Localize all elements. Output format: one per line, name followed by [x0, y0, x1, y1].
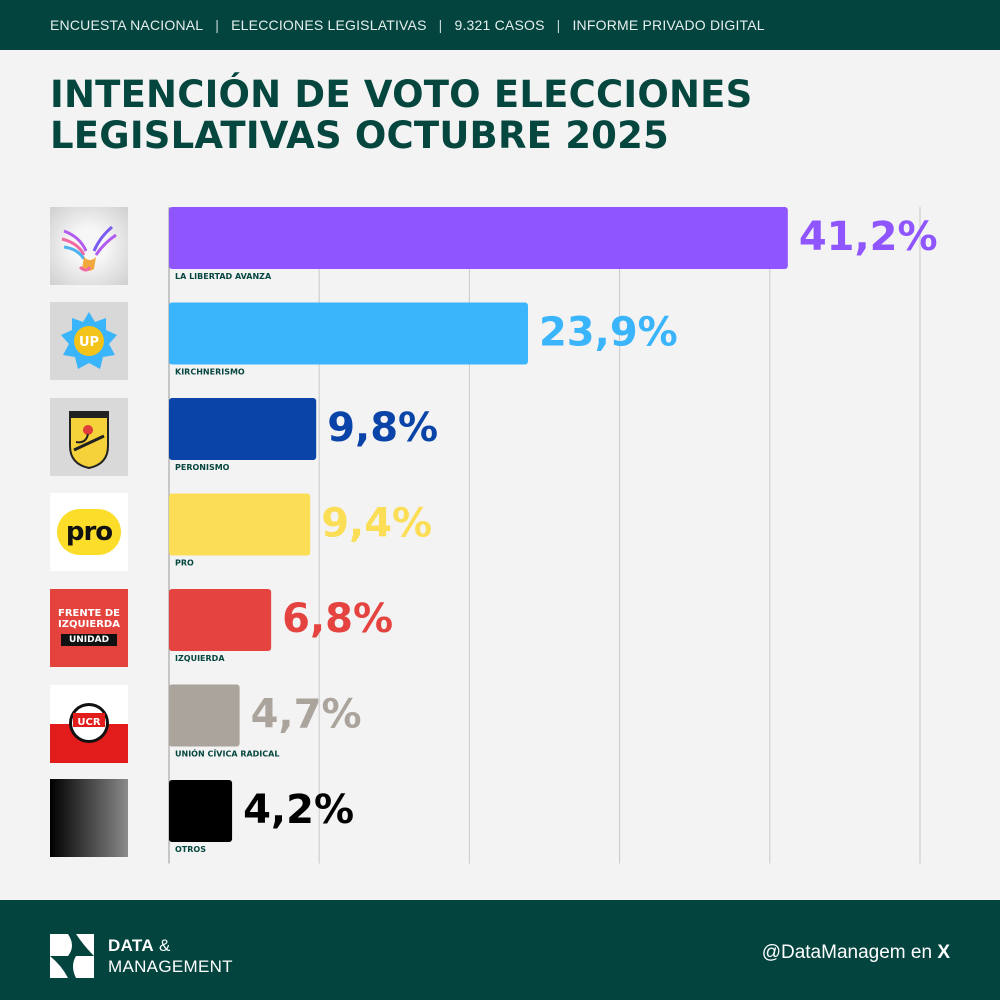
brand: DATA & MANAGEMENT: [50, 934, 233, 978]
social-handle-text: @DataManagem en: [761, 942, 933, 963]
pro-logo: pro: [50, 493, 128, 571]
category-label: IZQUIERDA: [175, 654, 225, 663]
header-separator: |: [438, 17, 443, 33]
pj-shield-icon: [69, 411, 109, 470]
header-item-survey: ENCUESTA NACIONAL: [50, 17, 204, 33]
bar: [169, 780, 233, 842]
header-separator: |: [556, 17, 561, 33]
value-label: 41,2%: [799, 214, 938, 260]
header-item-election: ELECCIONES LEGISLATIVAS: [231, 17, 427, 33]
value-label: 4,7%: [251, 692, 362, 738]
value-label: 6,8%: [282, 596, 393, 642]
otros-logo: [50, 779, 128, 857]
fit-logo-line-1: FRENTE DE: [58, 608, 120, 619]
brand-logo-icon: [50, 934, 94, 978]
fit-logo-line-2: IZQUIERDA: [58, 619, 120, 630]
lla-logo: [50, 207, 128, 285]
brand-name: DATA: [108, 936, 154, 955]
category-label: PERONISMO: [175, 463, 230, 472]
category-label: LA LIBERTAD AVANZA: [175, 272, 272, 281]
ucr-logo-text: UCR: [77, 717, 100, 728]
header-item-cases: 9.321 CASOS: [454, 17, 545, 33]
page-title: INTENCIÓN DE VOTO ELECCIONES LEGISLATIVA…: [50, 74, 950, 156]
category-label: OTROS: [175, 845, 206, 854]
footer-bar: [0, 900, 1000, 1000]
bar: [169, 302, 528, 365]
ucr-logo: UCR: [50, 685, 128, 763]
ucr-shield-icon: UCR: [69, 703, 109, 743]
pro-badge: pro: [57, 509, 121, 555]
up-logo-text: UP: [79, 335, 99, 350]
bar: [169, 493, 311, 556]
category-label: UNIÓN CÍVICA RADICAL: [175, 748, 279, 759]
value-label: 9,8%: [327, 405, 438, 451]
category-label: PRO: [175, 559, 194, 568]
social-handle[interactable]: @DataManagem en X: [762, 942, 950, 964]
brand-text: DATA & MANAGEMENT: [108, 935, 233, 977]
eagle-icon: [61, 225, 117, 272]
bar: [169, 589, 272, 651]
bar: [169, 684, 240, 747]
value-label: 9,4%: [321, 501, 432, 547]
category-label: KIRCHNERISMO: [175, 368, 245, 377]
fit-logo-line-3: UNIDAD: [61, 634, 117, 646]
bar: [169, 398, 317, 460]
x-icon: X: [937, 942, 950, 963]
pj-logo: [50, 398, 128, 476]
fit-logo: FRENTE DE IZQUIERDA UNIDAD: [50, 589, 128, 667]
pro-logo-text: pro: [65, 517, 113, 547]
bar: [169, 207, 788, 269]
header-bar: ENCUESTA NACIONAL | ELECCIONES LEGISLATI…: [0, 0, 1000, 50]
title-line-1: INTENCIÓN DE VOTO ELECCIONES: [50, 73, 753, 116]
sun-icon: UP: [61, 312, 117, 369]
brand-amp: &: [158, 936, 171, 955]
brand-name-line-2: MANAGEMENT: [108, 957, 233, 976]
header-item-report: INFORME PRIVADO DIGITAL: [572, 17, 765, 33]
bar-chart: 41,2% LA LIBERTAD AVANZA 23,9% KIRCHNERISMO…: [168, 207, 938, 864]
value-label: 4,2%: [243, 787, 354, 833]
header-separator: |: [215, 17, 220, 33]
value-label: 23,9%: [539, 310, 678, 356]
title-line-2: LEGISLATIVAS OCTUBRE 2025: [50, 114, 669, 157]
up-logo: UP: [50, 302, 128, 380]
